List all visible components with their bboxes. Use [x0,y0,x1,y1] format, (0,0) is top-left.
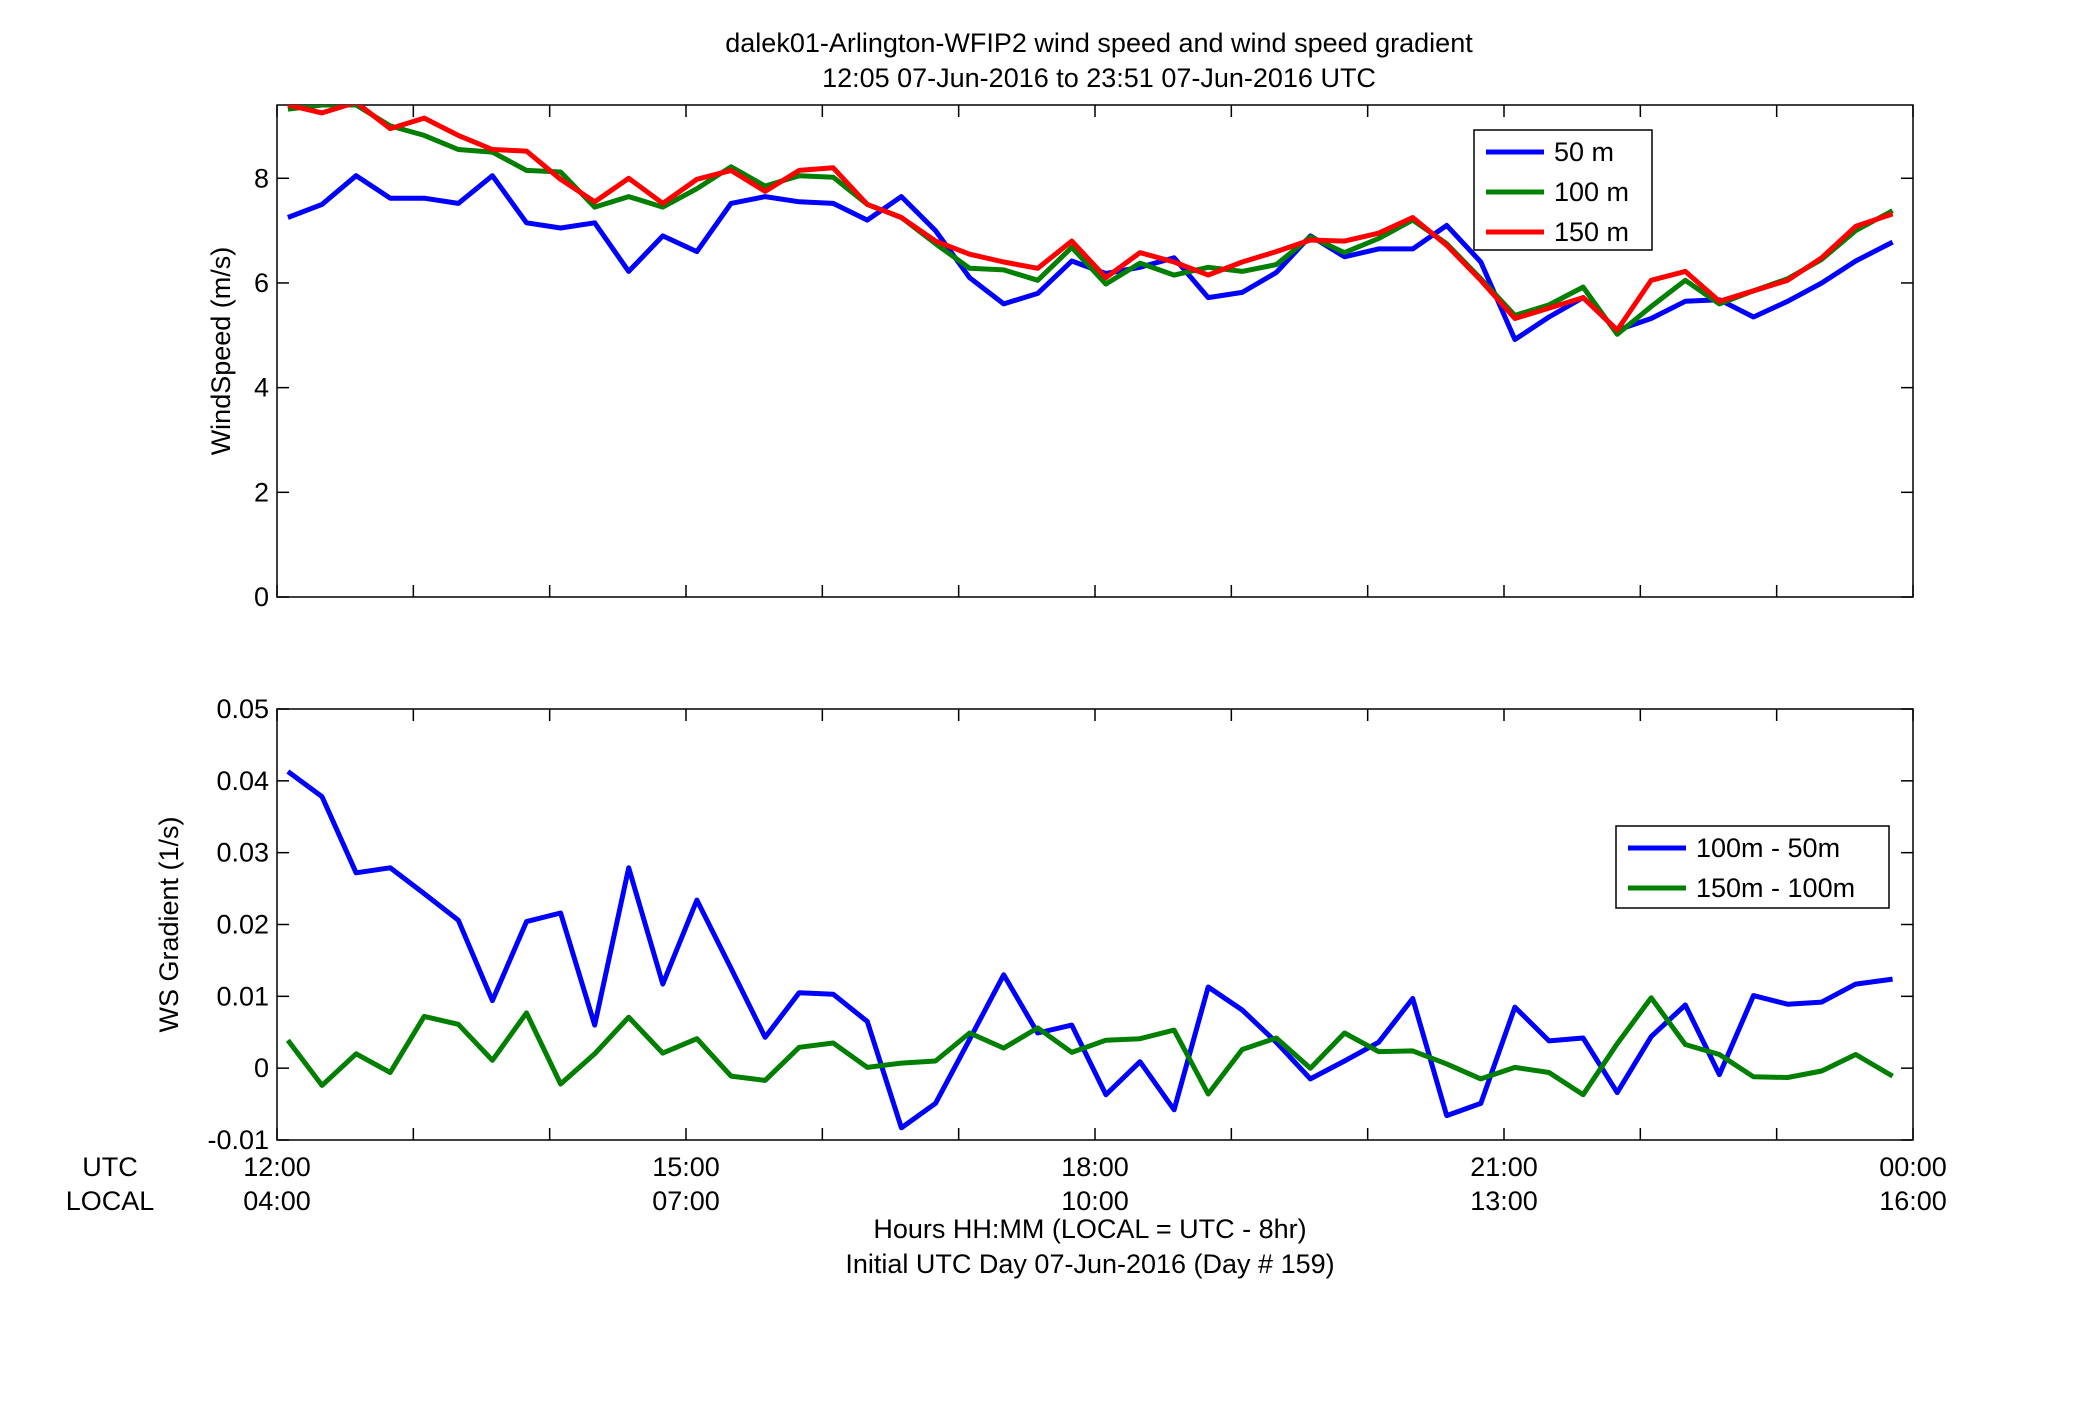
row-label-utc: UTC [82,1152,138,1182]
x-tick-label-local: 04:00 [243,1186,311,1216]
gradient-panel: -0.01 0 0.01 0.02 0.03 0.04 0.05 12:00 04:00 15:0… [154,694,1947,1216]
series-line-100m-50m [286,769,1893,1131]
x-tick-label-local: 07:00 [652,1186,720,1216]
y-tick-label: 0.01 [216,981,269,1011]
x-tick-label-utc: 00:00 [1879,1152,1947,1182]
windspeed-panel: 0 2 4 6 8 WindSpeed (m/s) 50 m 100 m 150 m [206,104,1914,612]
legend-label: 100m - 50m [1696,833,1840,863]
y-tick-label: 4 [254,373,269,403]
y-axis-label: WindSpeed (m/s) [206,247,236,456]
x-axis-label-line1: Hours HH:MM (LOCAL = UTC - 8hr) [873,1214,1306,1244]
series-line-150-m [287,105,1894,333]
x-tick-label-utc: 18:00 [1061,1152,1129,1182]
y-tick-label: 0.02 [216,910,269,940]
legend-label: 150 m [1554,217,1629,247]
x-tick-label-local: 13:00 [1470,1186,1538,1216]
legend-label: 100 m [1554,177,1629,207]
legend: 100m - 50m 150m - 100m [1615,825,1890,909]
x-tick-label-utc: 12:00 [243,1152,311,1182]
x-tick-label-local: 16:00 [1879,1186,1947,1216]
y-tick-label: 0.04 [216,766,269,796]
y-tick-label: 0 [254,1053,269,1083]
chart-title-line1: dalek01-Arlington-WFIP2 wind speed and w… [725,28,1473,58]
series-line-150m-100m [285,995,1894,1098]
legend: 50 m 100 m 150 m [1473,129,1653,251]
chart-title-line2: 12:05 07-Jun-2016 to 23:51 07-Jun-2016 U… [822,63,1376,93]
legend-label: 150m - 100m [1696,873,1855,903]
x-tick-label-local: 10:00 [1061,1186,1129,1216]
legend-label: 50 m [1554,137,1614,167]
y-tick-label: 8 [254,163,269,193]
legend-box [1615,825,1890,909]
y-tick-label: 2 [254,477,269,507]
x-tick-label-utc: 21:00 [1470,1152,1538,1182]
plot-area-frame [276,104,1914,598]
y-tick-label: 6 [254,268,269,298]
y-tick-label: -0.01 [207,1125,269,1155]
row-label-local: LOCAL [66,1186,155,1216]
x-tick-label-utc: 15:00 [652,1152,720,1182]
y-tick-label: 0.05 [216,694,269,724]
x-axis-label-line2: Initial UTC Day 07-Jun-2016 (Day # 159) [845,1249,1334,1279]
y-axis-label: WS Gradient (1/s) [154,816,184,1032]
y-tick-label: 0.03 [216,838,269,868]
y-tick-label: 0 [254,582,269,612]
